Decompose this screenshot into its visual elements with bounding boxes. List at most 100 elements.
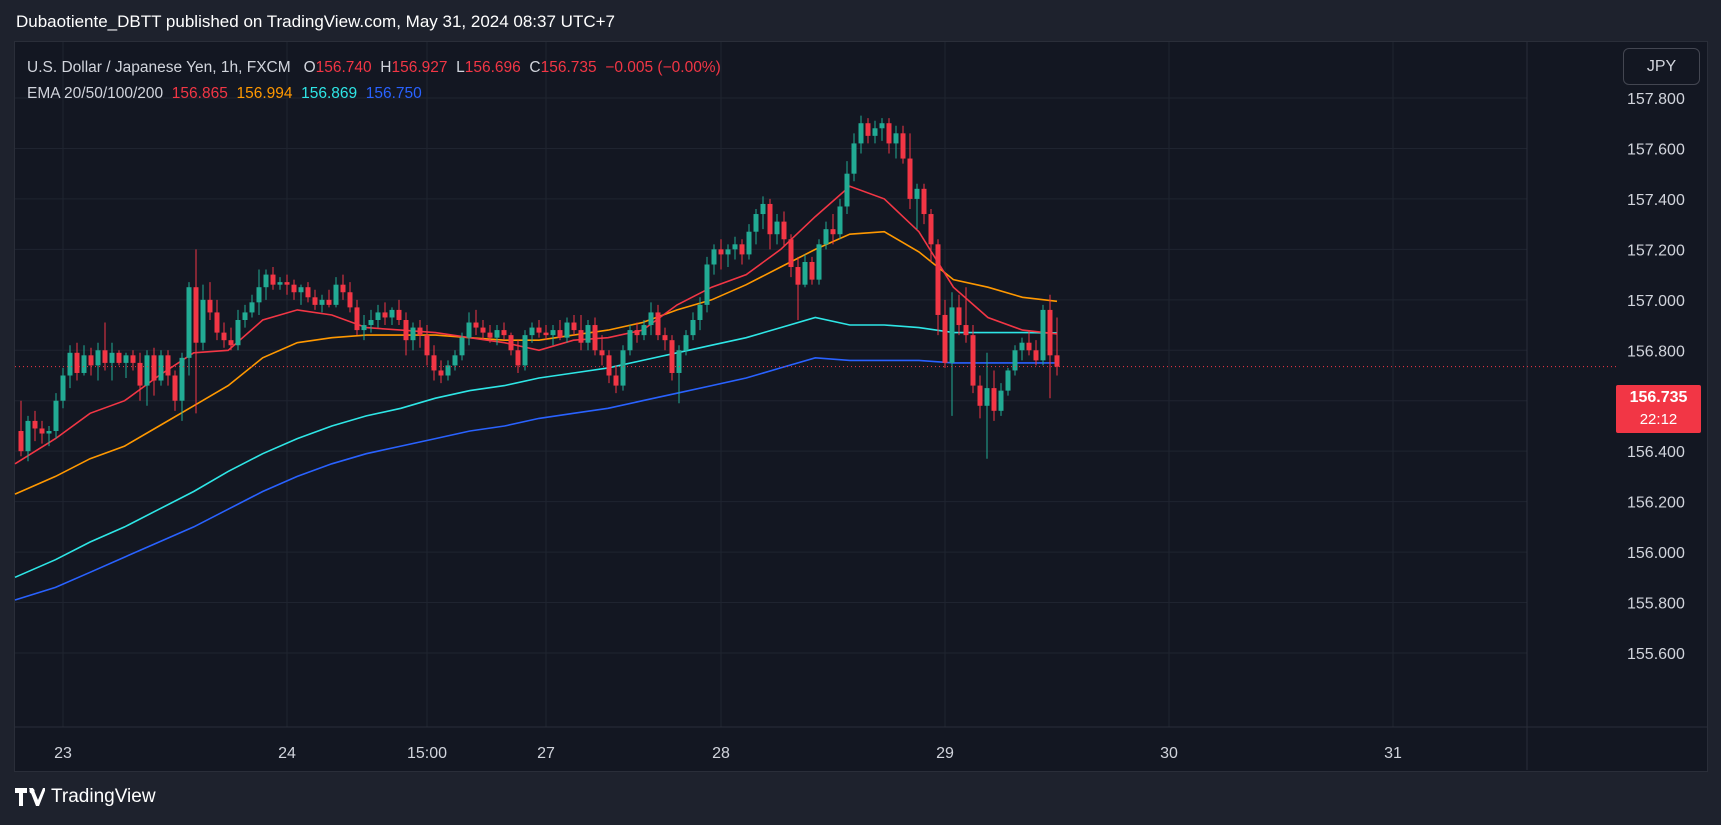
- candle-body: [67, 352, 73, 376]
- candle-body: [151, 355, 157, 381]
- candle: [116, 350, 122, 366]
- candle-body: [186, 287, 192, 358]
- candle: [935, 239, 941, 336]
- candle-body: [606, 355, 612, 376]
- candle: [641, 320, 647, 341]
- candle-body: [424, 335, 430, 356]
- candle: [354, 299, 360, 336]
- ema100-line: [14, 316, 1058, 579]
- candle: [515, 340, 521, 373]
- candle-body: [438, 370, 444, 376]
- symbol-description[interactable]: U.S. Dollar / Japanese Yen, 1h, FXCM: [27, 59, 291, 76]
- candle: [802, 254, 808, 288]
- candle: [795, 256, 801, 320]
- candle-body: [592, 325, 598, 351]
- candle: [634, 322, 640, 343]
- candle-body: [214, 312, 220, 333]
- candle-body: [1047, 309, 1053, 356]
- candle-body: [718, 249, 724, 255]
- candle-body: [284, 282, 290, 285]
- ema100-value: 156.869: [301, 85, 358, 102]
- candle: [571, 314, 577, 336]
- ema50-value: 156.994: [236, 85, 293, 102]
- candle-body: [893, 133, 899, 144]
- candle: [312, 289, 318, 310]
- candle: [368, 309, 374, 333]
- candle: [711, 244, 717, 275]
- candle: [137, 352, 143, 401]
- y-tick-label: 156.000: [1627, 545, 1685, 562]
- candle-body: [837, 206, 843, 235]
- candle-body: [655, 312, 661, 336]
- tradingview-logo[interactable]: TradingView: [15, 786, 156, 808]
- candle: [557, 320, 563, 341]
- candle-body: [466, 322, 472, 338]
- candle-body: [683, 335, 689, 351]
- candle-body: [886, 123, 892, 144]
- currency-button[interactable]: JPY: [1623, 48, 1700, 85]
- publish-caption: Dubaotiente_DBTT published on TradingVie…: [16, 12, 615, 31]
- candle: [333, 277, 339, 308]
- candle: [60, 367, 66, 409]
- candle-body: [270, 274, 276, 285]
- candle-body: [32, 420, 38, 429]
- candle: [837, 198, 843, 240]
- candle-body: [1054, 355, 1060, 367]
- y-tick-label: 155.800: [1627, 596, 1685, 613]
- candle: [487, 325, 493, 343]
- candle: [564, 317, 570, 343]
- candle-body: [207, 299, 213, 313]
- candle: [830, 214, 836, 245]
- x-tick-label: 29: [936, 745, 954, 762]
- open-value: 156.740: [315, 59, 372, 76]
- candle: [172, 370, 178, 411]
- candle: [886, 118, 892, 154]
- candle-body: [830, 229, 836, 235]
- candle-body: [956, 307, 962, 326]
- candle-body: [634, 330, 640, 336]
- candle-body: [739, 244, 745, 255]
- candle: [1005, 367, 1011, 396]
- candle-body: [18, 431, 24, 452]
- candle: [361, 314, 367, 341]
- tradingview-brand: TradingView: [51, 786, 156, 807]
- y-tick-label: 157.400: [1627, 192, 1685, 209]
- candle: [942, 299, 948, 368]
- candle: [648, 302, 654, 336]
- ema-label[interactable]: EMA 20/50/100/200: [27, 85, 164, 102]
- y-tick-label: 156.200: [1627, 495, 1685, 512]
- tradingview-logo-icon: [15, 788, 45, 806]
- candle-body: [746, 231, 752, 255]
- candle: [872, 120, 878, 144]
- candle-body: [865, 123, 871, 136]
- chart-frame[interactable]: [14, 41, 1708, 772]
- candle: [606, 350, 612, 384]
- candle-body: [130, 355, 136, 363]
- candle: [732, 236, 738, 260]
- candle-body: [949, 307, 955, 363]
- candle: [480, 320, 486, 341]
- x-tick-label: 30: [1160, 745, 1178, 762]
- candle: [900, 125, 906, 164]
- candle: [473, 309, 479, 336]
- candle-body: [431, 355, 437, 371]
- last-price-tag: 156.735 22:12: [1616, 385, 1701, 433]
- candle: [284, 274, 290, 295]
- candle: [1026, 330, 1032, 356]
- x-tick-label: 15:00: [407, 745, 447, 762]
- candle-body: [179, 357, 185, 401]
- candle: [291, 279, 297, 300]
- candle-body: [620, 350, 626, 386]
- candle-body: [305, 287, 311, 298]
- candle: [165, 350, 171, 386]
- candle-body: [389, 309, 395, 318]
- candle-body: [235, 320, 241, 346]
- candle: [186, 282, 192, 376]
- candle-body: [221, 332, 227, 341]
- candle-body: [529, 327, 535, 336]
- open-label: O: [303, 59, 316, 76]
- candle: [81, 345, 87, 376]
- candle: [914, 183, 920, 230]
- candle: [865, 118, 871, 144]
